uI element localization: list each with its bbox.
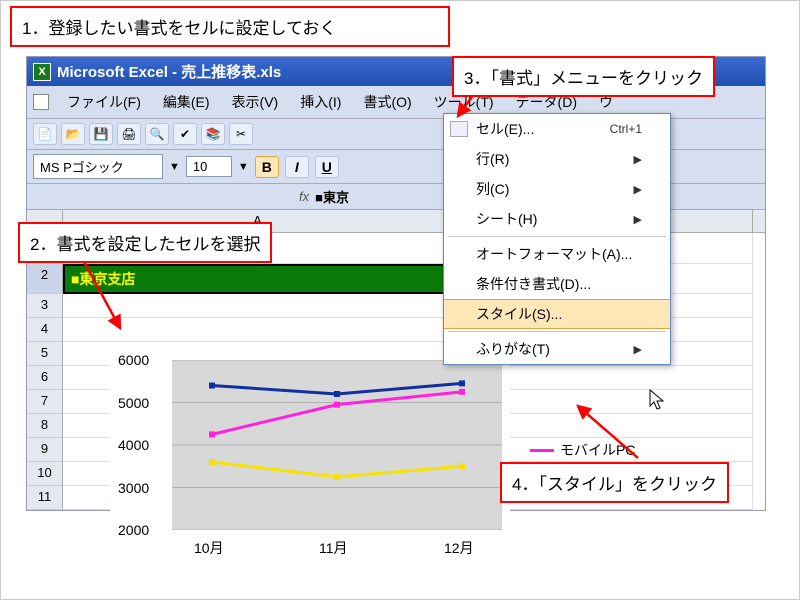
embedded-chart[interactable]: 20003000400050006000 10月11月12月 bbox=[110, 360, 510, 580]
menu-row[interactable]: 行(R)▶ bbox=[444, 144, 670, 174]
chart-ytick: 3000 bbox=[118, 480, 149, 496]
chart-lines bbox=[172, 360, 502, 530]
legend-swatch-mobile bbox=[530, 449, 554, 452]
row-header-5[interactable]: 5 bbox=[27, 342, 63, 366]
menu-file[interactable]: ファイル(F) bbox=[63, 90, 145, 114]
chart-xtick: 10月 bbox=[194, 538, 224, 558]
new-button[interactable]: 📄 bbox=[33, 123, 57, 145]
callout-4: 4．「スタイル」をクリック bbox=[500, 462, 729, 503]
chart-xtick: 11月 bbox=[319, 538, 348, 558]
row-header-7[interactable]: 7 bbox=[27, 390, 63, 414]
chart-xtick: 12月 bbox=[444, 538, 474, 558]
chart-ytick: 2000 bbox=[118, 522, 149, 538]
row-header-8[interactable]: 8 bbox=[27, 414, 63, 438]
excel-icon: X bbox=[33, 63, 51, 81]
mouse-cursor-icon bbox=[648, 388, 668, 418]
menu-condformat[interactable]: 条件付き書式(D)... bbox=[444, 269, 670, 299]
size-select[interactable]: 10 bbox=[186, 156, 232, 177]
spell-button[interactable]: ✔ bbox=[173, 123, 197, 145]
bold-button[interactable]: B bbox=[255, 156, 279, 178]
save-button[interactable]: 💾 bbox=[89, 123, 113, 145]
menu-col[interactable]: 列(C)▶ bbox=[444, 174, 670, 204]
callout-3: 3．「書式」メニューをクリック bbox=[452, 56, 715, 97]
menu-sheet[interactable]: シート(H)▶ bbox=[444, 204, 670, 234]
chart-ytick: 5000 bbox=[118, 395, 149, 411]
row-header-11[interactable]: 11 bbox=[27, 486, 63, 510]
menu-insert[interactable]: 挿入(I) bbox=[296, 90, 345, 114]
fx-icon[interactable]: fx bbox=[299, 189, 309, 204]
format-menu-dropdown: セル(E)...Ctrl+1 行(R)▶ 列(C)▶ シート(H)▶ オートフォ… bbox=[443, 113, 671, 365]
menu-style[interactable]: スタイル(S)... bbox=[444, 299, 670, 329]
print-button[interactable]: 🖨 bbox=[117, 123, 141, 145]
title-text: Microsoft Excel - 売上推移表.xls bbox=[57, 61, 281, 82]
cells-icon bbox=[450, 121, 468, 137]
italic-button[interactable]: I bbox=[285, 156, 309, 178]
callout-1: 1．登録したい書式をセルに設定しておく bbox=[10, 6, 450, 47]
research-button[interactable]: 📚 bbox=[201, 123, 225, 145]
menu-format[interactable]: 書式(O) bbox=[359, 90, 415, 114]
preview-button[interactable]: 🔍 bbox=[145, 123, 169, 145]
chart-ytick: 6000 bbox=[118, 352, 149, 368]
formula-value[interactable]: ■東京 bbox=[315, 187, 349, 206]
font-select[interactable]: MS Pゴシック bbox=[33, 154, 163, 179]
row-header-2[interactable]: 2 bbox=[27, 264, 63, 294]
menu-edit[interactable]: 編集(E) bbox=[159, 90, 214, 114]
row-header-3[interactable]: 3 bbox=[27, 294, 63, 318]
open-button[interactable]: 📂 bbox=[61, 123, 85, 145]
underline-button[interactable]: U bbox=[315, 156, 339, 178]
menu-autoformat[interactable]: オートフォーマット(A)... bbox=[444, 239, 670, 269]
menu-view[interactable]: 表示(V) bbox=[228, 90, 283, 114]
row-header-4[interactable]: 4 bbox=[27, 318, 63, 342]
row-header-9[interactable]: 9 bbox=[27, 438, 63, 462]
cut-button[interactable]: ✂ bbox=[229, 123, 253, 145]
row-header-6[interactable]: 6 bbox=[27, 366, 63, 390]
row-header-10[interactable]: 10 bbox=[27, 462, 63, 486]
chart-ytick: 4000 bbox=[118, 437, 149, 453]
callout-2: 2．書式を設定したセルを選択 bbox=[18, 222, 272, 263]
workbook-icon[interactable] bbox=[33, 94, 49, 110]
menu-furigana[interactable]: ふりがな(T)▶ bbox=[444, 334, 670, 364]
